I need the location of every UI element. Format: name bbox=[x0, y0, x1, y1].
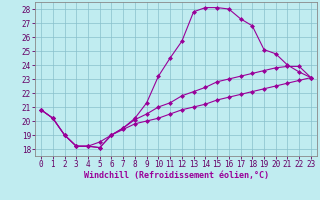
X-axis label: Windchill (Refroidissement éolien,°C): Windchill (Refroidissement éolien,°C) bbox=[84, 171, 268, 180]
